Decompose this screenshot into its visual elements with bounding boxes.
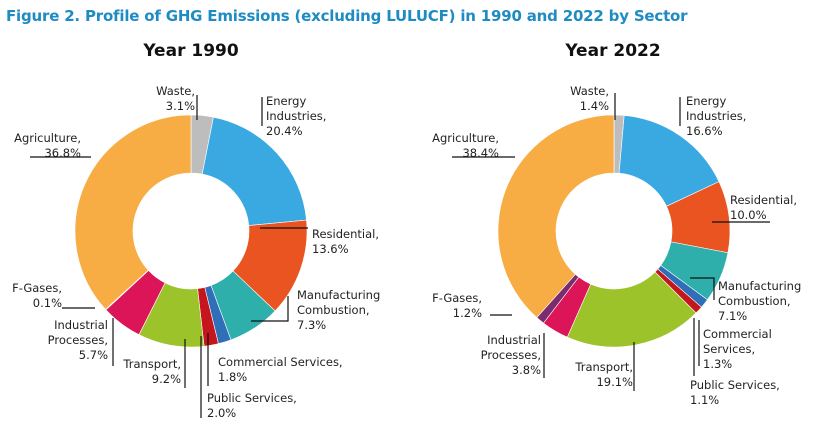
figure-title: Figure 2. Profile of GHG Emissions (excl… (6, 7, 688, 25)
data-label-residential: Residential, 10.0% (730, 193, 797, 222)
slice-energy-industries (201, 116, 307, 226)
data-label-industrial-processes: Industrial Processes, 3.8% (481, 333, 541, 377)
slice-agriculture (497, 114, 615, 318)
chart-title: Year 1990 (142, 41, 239, 61)
data-label-energy-industries: Energy Industries, 16.6% (686, 94, 746, 138)
data-label-manufacturing-combustion: Manufacturing Combustion, 7.3% (297, 288, 380, 332)
data-label-commercial-services: Commercial Services, 1.3% (703, 327, 772, 371)
data-label-transport: Transport, 19.1% (574, 360, 633, 389)
chart-title: Year 2022 (564, 41, 660, 61)
data-label-transport: Transport, 9.2% (122, 357, 181, 386)
data-label-agriculture: Agriculture, 36.8% (14, 131, 81, 160)
data-label-agriculture: Agriculture, 38.4% (432, 131, 499, 160)
data-label-residential: Residential, 13.6% (312, 227, 379, 256)
leader-line-manufacturing-combustion (690, 277, 715, 300)
data-label-f-gases: F-Gases, 0.1% (12, 281, 62, 310)
data-label-public-services: Public Services, 1.1% (690, 378, 780, 407)
data-label-f-gases: F-Gases, 1.2% (432, 291, 482, 320)
data-label-energy-industries: Energy Industries, 20.4% (266, 94, 326, 138)
slice-agriculture (74, 114, 192, 310)
data-label-public-services: Public Services, 2.0% (207, 391, 297, 420)
data-label-commercial-services: Commercial Services, 1.8% (218, 355, 343, 384)
data-label-manufacturing-combustion: Manufacturing Combustion, 7.1% (718, 279, 801, 323)
slice-transport (566, 271, 697, 348)
data-label-waste: Waste, 3.1% (156, 84, 195, 113)
data-label-industrial-processes: Industrial Processes, 5.7% (48, 318, 108, 362)
donut-1: Year 2022 Waste, 1.4% Energy Industries, 16.6… (432, 41, 801, 407)
donut-0: Year 1990 Waste, 3.1% Energy Industries, 20.4… (12, 41, 380, 420)
leader-line-manufacturing-combustion (251, 296, 289, 322)
data-label-waste: Waste, 1.4% (570, 84, 609, 113)
